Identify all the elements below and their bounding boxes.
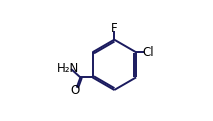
Text: F: F: [111, 22, 118, 34]
Text: Cl: Cl: [142, 46, 154, 59]
Text: O: O: [70, 84, 79, 97]
Text: H₂N: H₂N: [57, 62, 79, 75]
